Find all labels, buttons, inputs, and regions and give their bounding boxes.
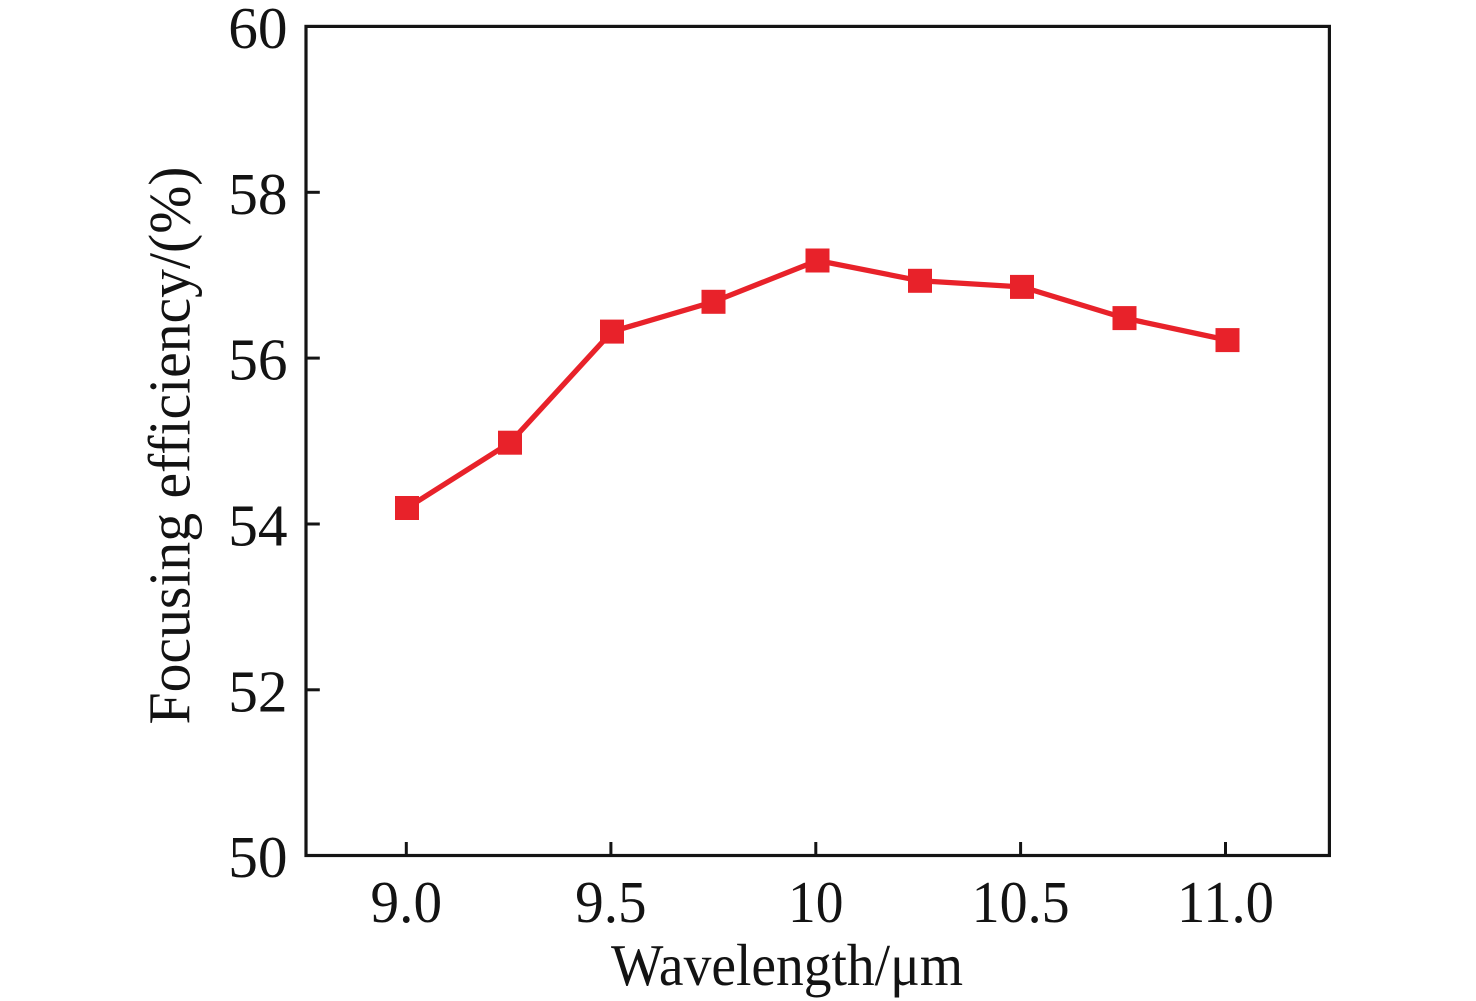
svg-text:Focusing efficiency/(%): Focusing efficiency/(%) — [137, 167, 203, 725]
svg-text:Wavelength/μm: Wavelength/μm — [611, 932, 963, 998]
svg-text:56: 56 — [228, 327, 287, 393]
svg-text:10.5: 10.5 — [972, 869, 1070, 935]
svg-text:58: 58 — [228, 161, 287, 227]
svg-text:60: 60 — [228, 0, 287, 61]
svg-text:10: 10 — [788, 869, 844, 935]
svg-text:11.0: 11.0 — [1177, 869, 1274, 935]
svg-text:50: 50 — [228, 824, 287, 890]
svg-text:9.5: 9.5 — [575, 869, 647, 935]
svg-text:52: 52 — [228, 658, 287, 724]
svg-text:54: 54 — [228, 493, 287, 559]
svg-text:9.0: 9.0 — [371, 869, 443, 935]
